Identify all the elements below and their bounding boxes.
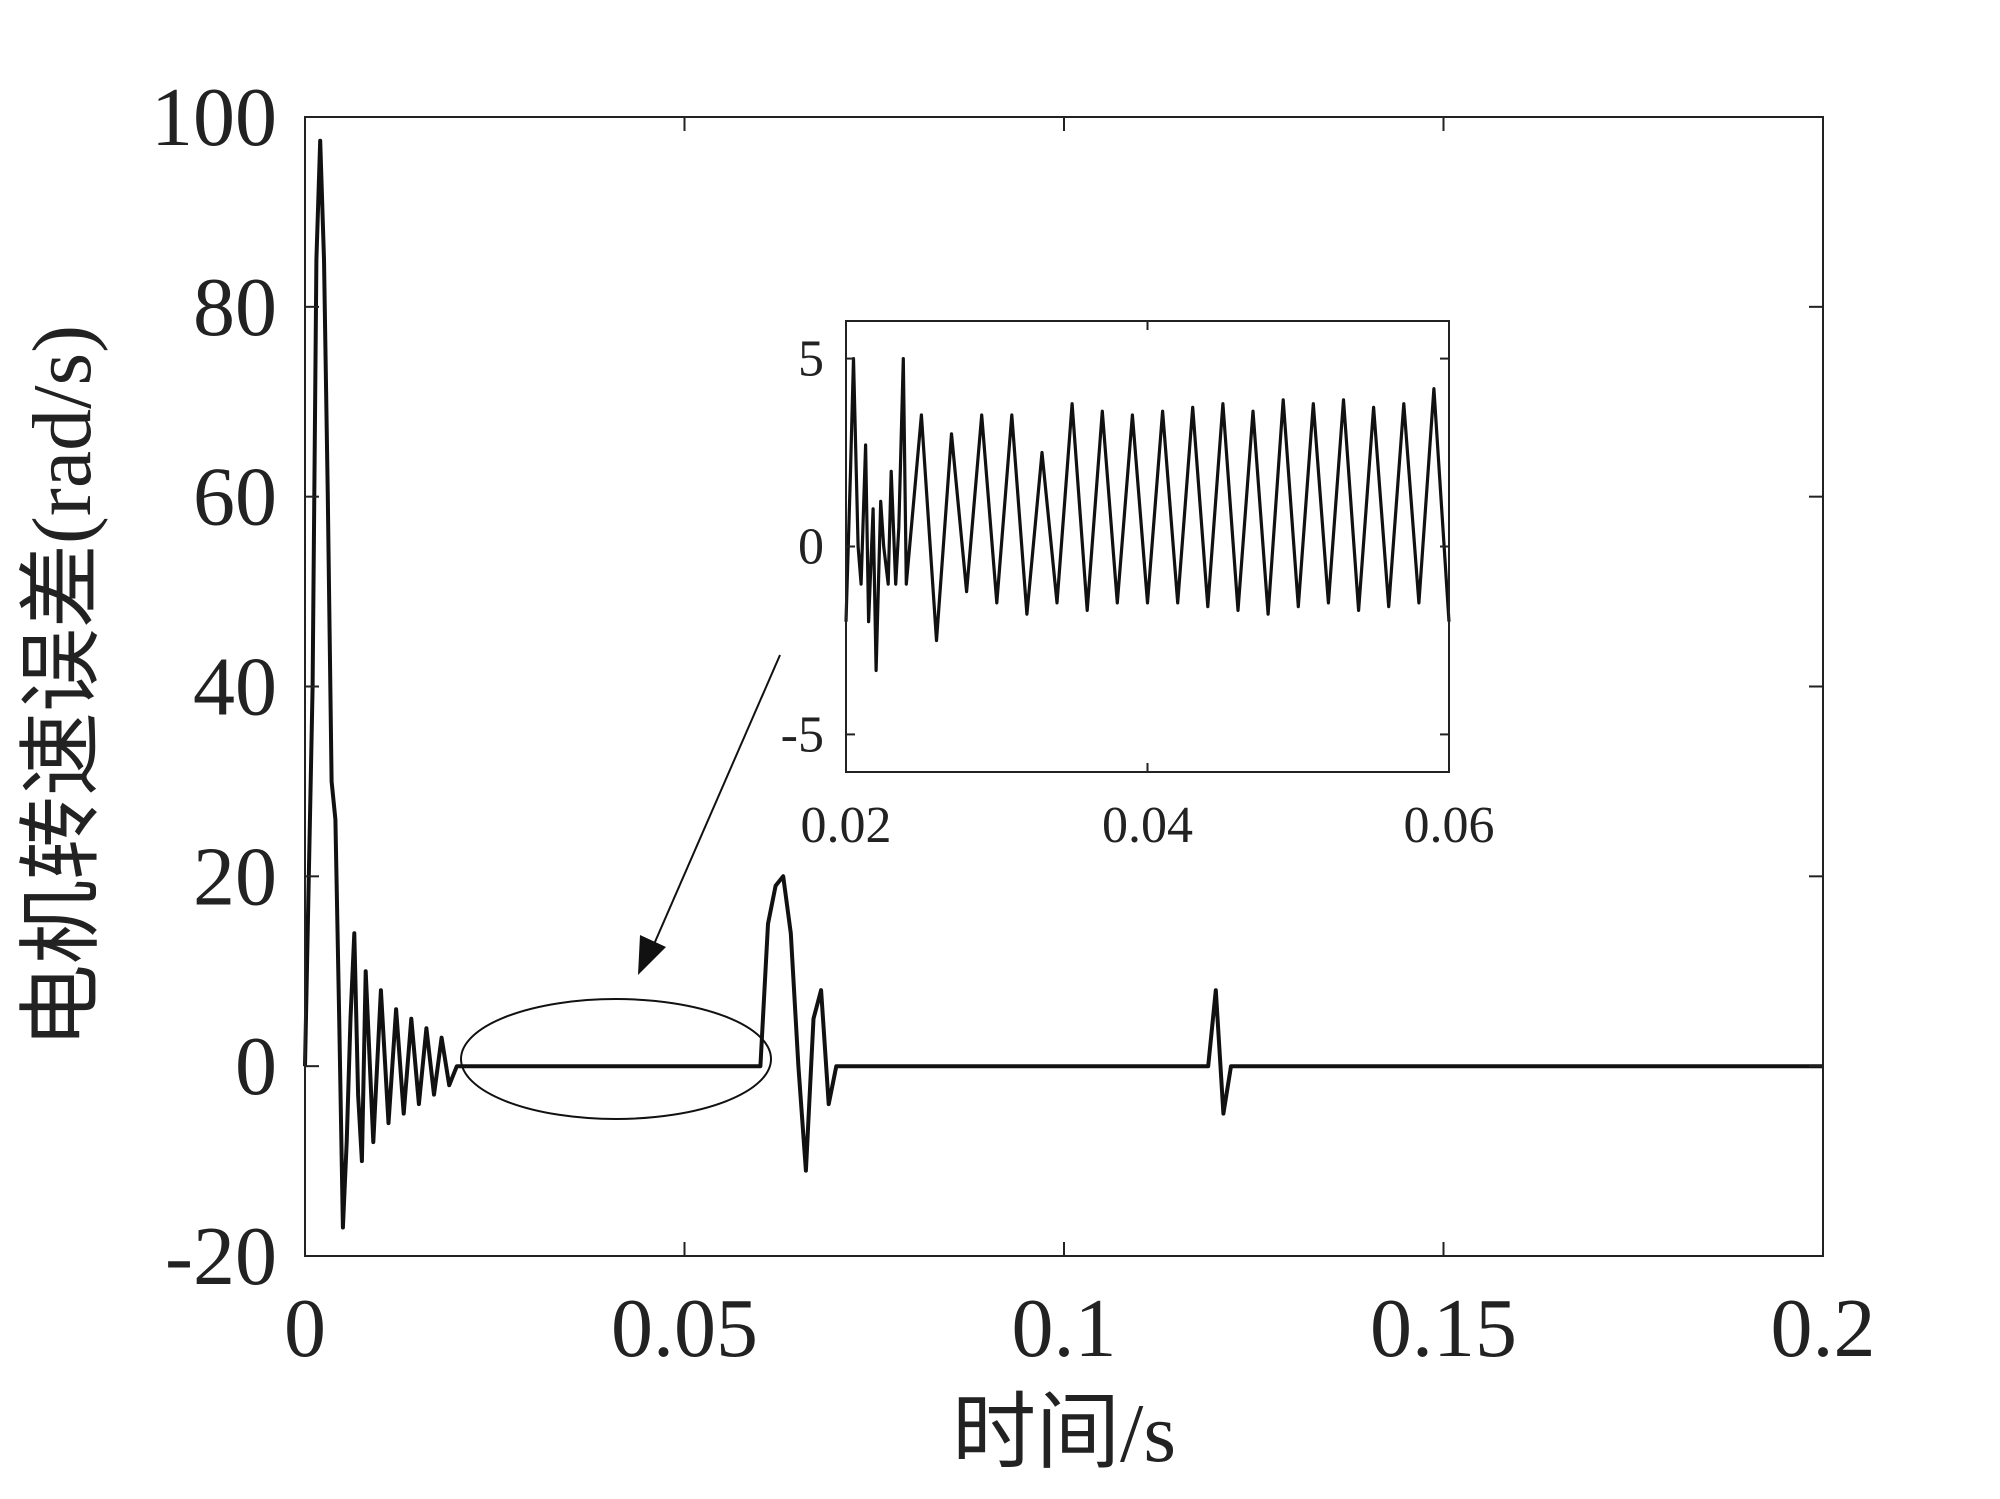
main-x-tick-label: 0.2 <box>1771 1282 1876 1375</box>
inset-x-tick-label: 0.04 <box>1102 797 1193 854</box>
main-y-tick-label: 40 <box>193 641 277 734</box>
zoom-region-ellipse <box>460 998 772 1120</box>
main-x-tick-label: 0.15 <box>1370 1282 1517 1375</box>
inset-y-tick-label: 5 <box>798 331 824 388</box>
inset-x-tick-label: 0.02 <box>801 797 892 854</box>
main-y-axis-label: 电机转速误差(rad/s) <box>16 325 109 1048</box>
main-y-tick-label: 20 <box>193 830 277 923</box>
main-y-tick-label: -20 <box>165 1210 277 1303</box>
main-x-tick-label: 0.05 <box>611 1282 758 1375</box>
main-y-tick-label: 80 <box>193 261 277 354</box>
main-y-tick-label: 60 <box>193 451 277 544</box>
main-plot: 0 0.05 0.1 0.15 0.2-20020406080100时间/s电机转速误差… <box>16 71 1876 1480</box>
main-x-tick-label: 0.1 <box>1012 1282 1117 1375</box>
inset-x-tick-label: 0.06 <box>1404 797 1495 854</box>
inset-y-tick-label: -5 <box>781 706 824 763</box>
main-y-tick-label: 100 <box>151 71 277 164</box>
inset-plot: 0.02 0.04 0.06 -5 0 5 <box>781 320 1495 854</box>
zoom-annotation <box>460 654 781 1120</box>
main-series-line <box>303 138 1823 1230</box>
zoom-arrow-head <box>638 935 666 975</box>
main-y-tick-label: 0 <box>235 1020 277 1113</box>
main-x-axis-label: 时间/s <box>952 1387 1176 1480</box>
inset-series-line <box>844 357 1451 673</box>
zoom-arrow-line <box>647 654 781 959</box>
inset-y-tick-label: 0 <box>798 519 824 576</box>
inset-background <box>846 321 1449 772</box>
main-x-tick-label: 0 <box>284 1282 326 1375</box>
